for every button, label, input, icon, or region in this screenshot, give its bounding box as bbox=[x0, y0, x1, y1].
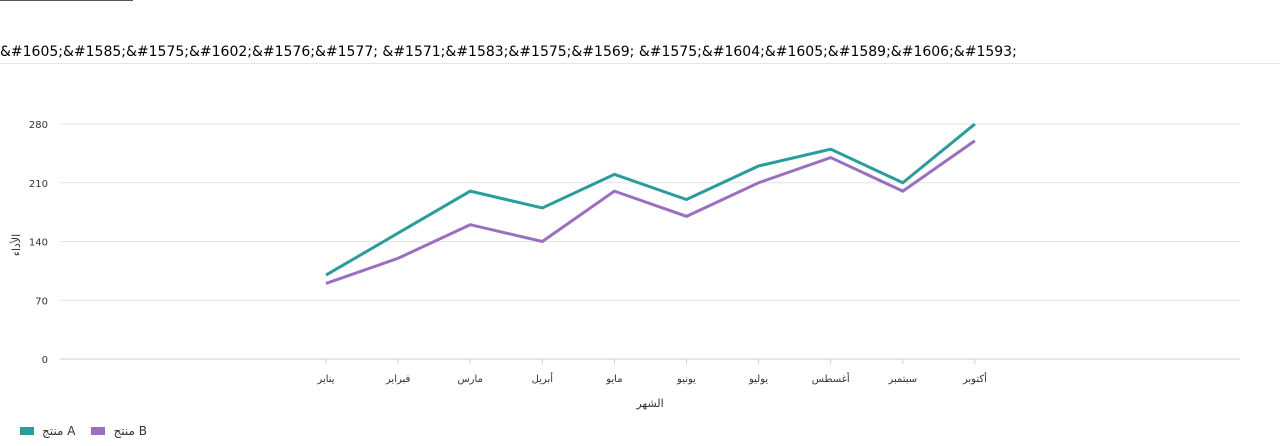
legend-label-series-b: منتج B bbox=[113, 424, 146, 438]
x-tick-label: يناير bbox=[316, 374, 334, 385]
y-tick-label: 210 bbox=[29, 179, 48, 190]
series-line-b[interactable] bbox=[326, 141, 975, 284]
series-line-a[interactable] bbox=[326, 124, 975, 275]
x-tick-label: يونيو bbox=[676, 374, 696, 385]
x-tick-label: فبراير bbox=[385, 374, 411, 385]
chart-grid bbox=[60, 124, 1240, 359]
y-tick-label: 140 bbox=[29, 238, 48, 249]
chart-legend: منتج A منتج B bbox=[20, 424, 147, 438]
legend-label-series-a: منتج A bbox=[42, 424, 75, 438]
x-tick-label: أغسطس bbox=[812, 372, 850, 385]
x-tick-label: سبتمبر bbox=[887, 374, 917, 385]
y-tick-label: 0 bbox=[42, 355, 48, 366]
x-tick-label: أكتوبر bbox=[962, 372, 987, 385]
chart-series bbox=[326, 124, 975, 283]
x-axis-label: الشهر bbox=[635, 397, 663, 410]
line-chart: 0 70 140 210 280 يناير فبراير مارس أبريل مايو يون… bbox=[0, 64, 1280, 420]
x-tick-label: يوليو bbox=[748, 374, 768, 385]
legend-swatch-series-b bbox=[91, 427, 105, 435]
y-axis-ticks: 0 70 140 210 280 bbox=[29, 120, 48, 366]
top-rule bbox=[0, 0, 133, 1]
x-tick-label: مارس bbox=[457, 374, 482, 385]
legend-item-series-a[interactable]: منتج A bbox=[20, 424, 75, 438]
y-tick-label: 280 bbox=[29, 120, 48, 131]
x-tick-label: أبريل bbox=[532, 372, 554, 385]
y-tick-label: 70 bbox=[35, 296, 48, 307]
legend-item-series-b[interactable]: منتج B bbox=[91, 424, 146, 438]
y-axis-label: الأداء bbox=[9, 234, 23, 256]
page-title: &#1605;&#1585;&#1575;&#1602;&#1576;&#157… bbox=[0, 44, 1017, 60]
x-tick-label: مايو bbox=[605, 374, 622, 385]
x-axis-ticks: يناير فبراير مارس أبريل مايو يونيو يوليو أغسطس س… bbox=[316, 359, 987, 385]
legend-swatch-series-a bbox=[20, 427, 34, 435]
